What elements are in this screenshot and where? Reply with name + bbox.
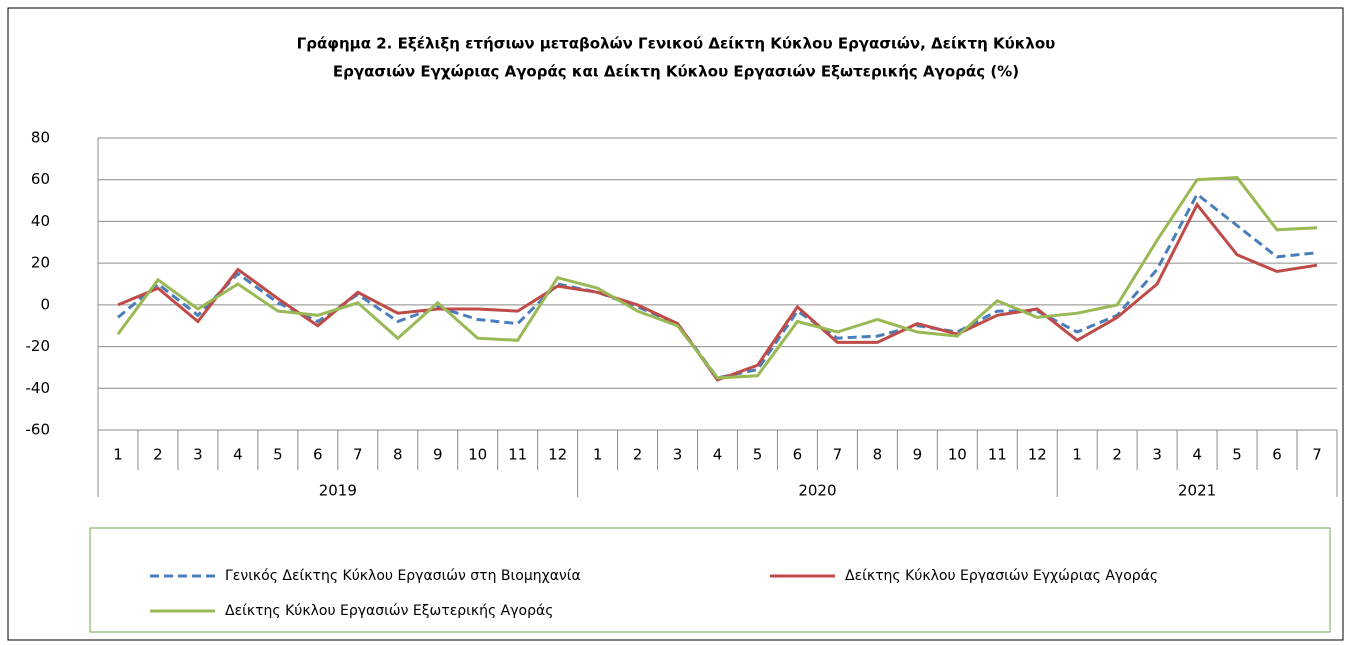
x-tick-label: 11 — [988, 446, 1007, 464]
group-label: 2019 — [319, 482, 357, 500]
y-tick-label: 20 — [31, 254, 50, 272]
x-tick-label: 6 — [1272, 446, 1282, 464]
x-tick-label: 10 — [948, 446, 967, 464]
x-tick-label: 1 — [113, 446, 123, 464]
x-tick-label: 10 — [468, 446, 487, 464]
group-label: 2021 — [1178, 482, 1216, 500]
x-tick-label: 3 — [1152, 446, 1162, 464]
x-tick-label: 4 — [713, 446, 723, 464]
x-tick-label: 9 — [433, 446, 443, 464]
legend-label: Δείκτης Κύκλου Εργασιών Εγχώριας Αγοράς — [845, 568, 1158, 584]
x-tick-label: 2 — [1112, 446, 1122, 464]
x-tick-label: 6 — [313, 446, 323, 464]
series-line — [117, 201, 1318, 382]
x-tick-label: 6 — [793, 446, 803, 464]
y-tick-label: -40 — [26, 379, 51, 397]
legend-label: Δείκτης Κύκλου Εργασιών Εξωτερικής Αγορά… — [225, 603, 553, 619]
x-tick-label: 5 — [753, 446, 763, 464]
x-tick-label: 1 — [1072, 446, 1082, 464]
legend-label: Γενικός Δείκτης Κύκλου Εργασιών στη Βιομ… — [225, 568, 581, 584]
x-tick-label: 8 — [873, 446, 883, 464]
x-tick-label: 9 — [913, 446, 923, 464]
x-tick-label: 1 — [593, 446, 603, 464]
y-tick-label: 0 — [40, 295, 50, 313]
group-label: 2020 — [798, 482, 836, 500]
x-tick-label: 2 — [153, 446, 163, 464]
y-tick-label: -60 — [26, 421, 51, 439]
series-line — [117, 192, 1318, 380]
y-tick-label: 60 — [31, 170, 50, 188]
x-tick-label: 8 — [393, 446, 403, 464]
series-line — [116, 176, 1318, 380]
chart-title: Εργασιών Εγχώριας Αγοράς και Δείκτη Κύκλ… — [333, 63, 1019, 81]
x-tick-label: 4 — [233, 446, 243, 464]
x-tick-label: 7 — [353, 446, 363, 464]
chart-title: Γράφημα 2. Εξέλιξη ετήσιων μεταβολών Γεν… — [297, 35, 1056, 53]
x-tick-label: 7 — [833, 446, 843, 464]
legend-box — [89, 527, 1331, 633]
x-tick-label: 3 — [673, 446, 683, 464]
y-tick-label: 40 — [31, 212, 50, 230]
x-tick-label: 5 — [273, 446, 283, 464]
x-tick-label: 5 — [1232, 446, 1242, 464]
x-tick-label: 11 — [508, 446, 527, 464]
x-tick-label: 7 — [1312, 446, 1322, 464]
x-tick-label: 12 — [1028, 446, 1047, 464]
x-tick-label: 3 — [193, 446, 203, 464]
y-tick-label: 80 — [31, 129, 50, 147]
x-tick-label: 2 — [633, 446, 643, 464]
y-tick-label: -20 — [26, 337, 51, 355]
x-tick-label: 4 — [1192, 446, 1202, 464]
x-tick-label: 12 — [548, 446, 567, 464]
